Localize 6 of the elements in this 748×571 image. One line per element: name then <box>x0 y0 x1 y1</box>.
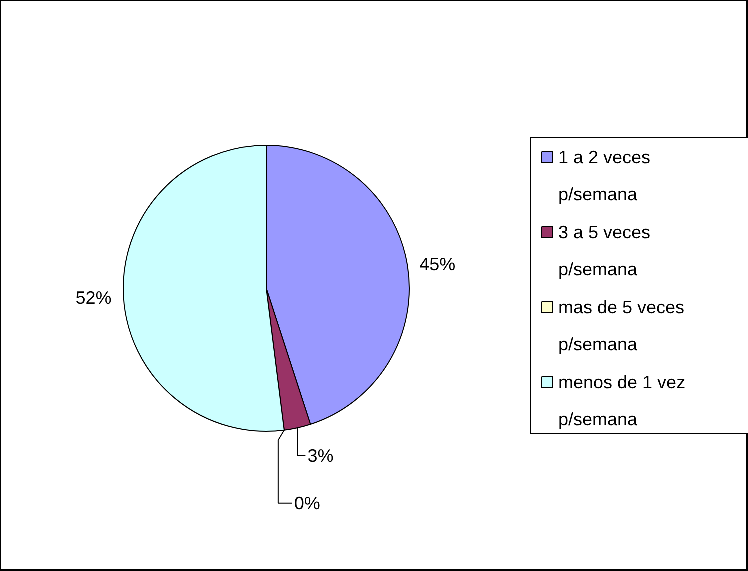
data-label: 45% <box>420 254 456 274</box>
legend-label: menos de 1 vez p/semana <box>558 372 686 430</box>
data-label: 52% <box>76 288 112 308</box>
legend-label: 1 a 2 veces p/semana <box>558 148 651 204</box>
data-label: 3% <box>308 446 334 466</box>
text: 0% <box>294 493 320 514</box>
